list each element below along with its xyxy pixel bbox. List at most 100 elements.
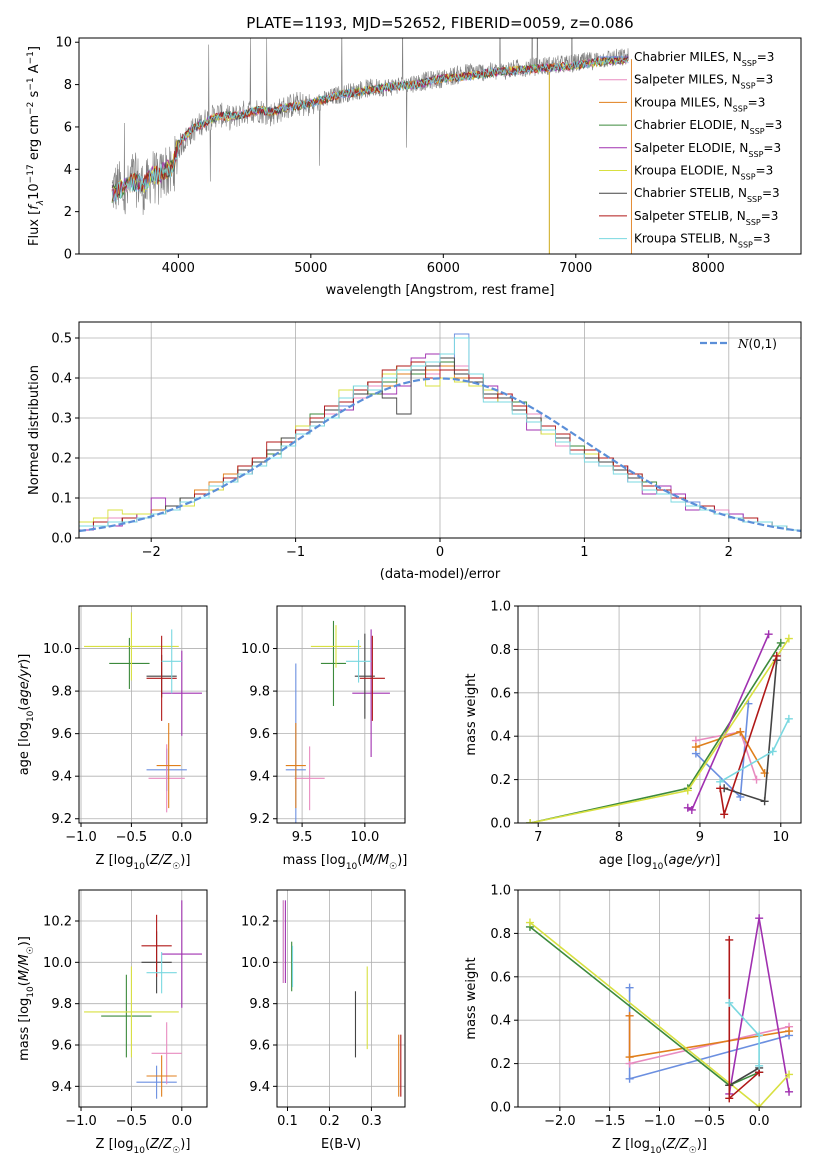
axes-border: [78, 889, 208, 1108]
x-tick-label: 6000: [427, 261, 460, 276]
y-tick-label: 9.4: [51, 770, 72, 785]
histogram-step-8: [79, 337, 801, 531]
y-tick-label: 0.3: [51, 412, 72, 427]
y-tick-label: 10.0: [241, 956, 270, 971]
y-tick-label: 9.2: [51, 812, 72, 827]
axes-border: [78, 37, 802, 255]
weight-marker: [683, 803, 692, 812]
errorbar-point-3: [320, 620, 347, 706]
model-line-7: [111, 55, 629, 202]
y-tick-label: 2: [64, 205, 72, 220]
weight-marker: [625, 1074, 634, 1083]
weight-marker: [768, 747, 777, 756]
axes-border: [276, 889, 406, 1108]
y-tick-label: 0.0: [490, 1101, 511, 1116]
plot-area: [79, 38, 801, 254]
weight-marker: [785, 1087, 794, 1096]
x-axis-label: mass [log10(M/M☉)]: [283, 853, 408, 872]
legend-entry: Chabrier STELIB, NSSP=3: [634, 186, 780, 204]
y-axis-label: mass weight: [464, 957, 479, 1039]
legend-entry: Chabrier ELODIE, NSSP=3: [634, 118, 782, 136]
errorbar-point-7: [141, 914, 172, 977]
axes-border: [517, 605, 802, 824]
weight-marker: [755, 914, 764, 923]
plot-area: [277, 606, 405, 823]
x-tick-label: 1: [580, 545, 588, 560]
weight-marker: [687, 805, 696, 814]
x-tick-label: 0.3: [361, 1114, 382, 1129]
errorbar-point-1: [151, 1022, 182, 1085]
plot-area: [79, 890, 207, 1107]
y-axis-label: Flux [fλ10−17 erg cm−2 s−1 A−1]: [26, 46, 46, 246]
x-tick-label: −2.0: [544, 1114, 576, 1129]
y-tick-label: 9.4: [249, 1080, 270, 1095]
y-tick-label: 9.6: [51, 1039, 72, 1054]
y-tick-label: 9.6: [249, 727, 270, 742]
axes-frame: −2 −1 0 1 2 0.0 0.1 0.2 0.3 0.4 0.5: [51, 321, 802, 560]
panel-mass_vs_Z: −1.0 −0.5 0.0 9.4 9.6 9.8 10.0 10.2 Z [log10(Z/Z…: [17, 889, 208, 1156]
plot-content: [526, 630, 793, 823]
legend-entry: Kroupa STELIB, NSSP=3: [634, 232, 771, 250]
x-tick-label: −0.5: [116, 1114, 148, 1129]
x-tick-label: 9: [696, 830, 704, 845]
y-tick-label: 9.8: [249, 997, 270, 1012]
errorbar-point-3: [101, 974, 152, 1058]
y-tick-label: 0.5: [51, 332, 72, 347]
weight-marker: [755, 1061, 764, 1070]
x-tick-label: 2: [725, 545, 733, 560]
x-axis-label: (data-model)/error: [380, 567, 501, 582]
axes-border: [78, 605, 208, 824]
weight-marker: [720, 810, 729, 819]
weight-marker: [784, 714, 793, 723]
y-tick-label: 9.4: [249, 770, 270, 785]
y-axis-label: age [log10(age/yr)]: [17, 654, 36, 776]
x-tick-label: 7000: [559, 261, 592, 276]
errorbar-point-8: [161, 629, 182, 694]
legend-entry: Kroupa MILES, NSSP=3: [634, 95, 765, 113]
y-tick-label: 9.8: [51, 997, 72, 1012]
weight-marker: [764, 630, 773, 639]
plot-content: [84, 612, 202, 813]
y-axis-label: mass [log10(M/M☉)]: [17, 936, 36, 1061]
y-tick-label: 10.0: [43, 642, 72, 657]
weight-marker: [716, 777, 725, 786]
weight-marker: [755, 1031, 764, 1040]
y-tick-label: 0.6: [490, 970, 511, 985]
errorbar-point-8: [346, 640, 372, 683]
plot-area: [518, 606, 801, 823]
y-tick-label: 0.8: [490, 927, 511, 942]
y-tick-label: 0.4: [490, 1014, 511, 1029]
weight-marker: [691, 743, 700, 752]
y-tick-label: 9.6: [249, 1039, 270, 1054]
x-tick-label: 0.1: [277, 1114, 298, 1129]
y-tick-label: 10.2: [241, 915, 270, 930]
axes-frame: −1.0 −0.5 0.0 9.2 9.4 9.6 9.8 10.0: [43, 605, 208, 845]
legend: N(0,1): [700, 337, 777, 351]
axes-frame: 7 8 9 10 0.0 0.2 0.4 0.6 0.8 1.0: [490, 600, 802, 845]
plot-area: [277, 890, 405, 1107]
weight-marker: [525, 918, 534, 927]
weight-marker: [526, 819, 535, 823]
panel-age_vs_Z: −1.0 −0.5 0.0 9.2 9.4 9.6 9.8 10.0 Z [log10(Z/Z☉…: [17, 605, 208, 872]
errorbar-point-5: [310, 625, 362, 668]
y-tick-label: 1.0: [490, 600, 511, 615]
weight-marker: [752, 775, 761, 784]
panel-weight_vs_Z: −2.0 −1.5 −1.0 −0.5 0.0 0.0 0.2 0.4 0.6 0.8 1.0 mas…: [464, 884, 802, 1156]
errorbar-point-0: [136, 1065, 177, 1099]
weight-marker: [725, 935, 734, 944]
weight-line-5: [529, 921, 790, 1107]
plot-content: [111, 38, 632, 254]
y-tick-label: 0.2: [490, 773, 511, 788]
y-tick-label: 0.0: [51, 532, 72, 547]
y-tick-label: 9.6: [51, 727, 72, 742]
x-tick-label: 0: [436, 545, 444, 560]
x-tick-label: −0.5: [694, 1114, 726, 1129]
x-tick-label: −1: [286, 545, 305, 560]
x-tick-label: 0.2: [319, 1114, 340, 1129]
plot-area: [79, 606, 207, 823]
weight-marker: [736, 727, 745, 736]
panel-spectrum: 4000 5000 6000 7000 8000 0 2 4 6 8 10 PLATE=1193, M…: [26, 14, 802, 298]
weight-marker: [725, 998, 734, 1007]
x-axis-label: E(B-V): [321, 1137, 361, 1152]
axes-frame: 0.1 0.2 0.3 9.4 9.6 9.8 10.0 10.2: [241, 889, 406, 1129]
